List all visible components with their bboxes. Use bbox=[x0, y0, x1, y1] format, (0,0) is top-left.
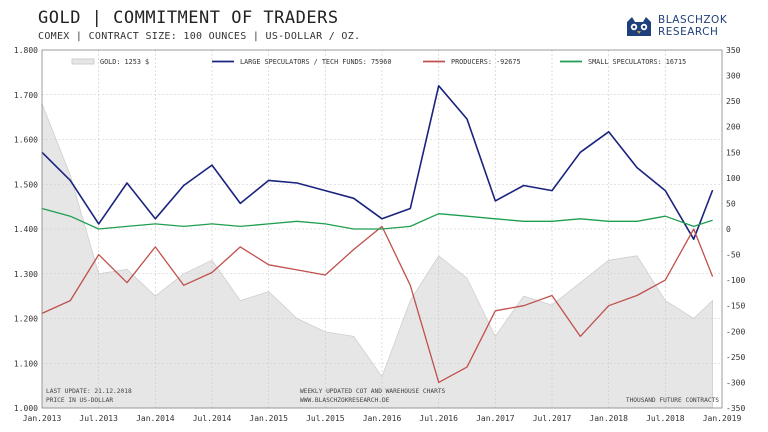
y-left-tick-label: 1.500 bbox=[14, 180, 38, 189]
y-right-tick-label: 250 bbox=[726, 97, 741, 106]
gold-price-area-layer bbox=[41, 103, 714, 409]
y-left-tick-label: 1.600 bbox=[14, 136, 38, 145]
y-left-tick-label: 1.200 bbox=[14, 315, 38, 324]
x-tick-label: Jan.2017 bbox=[476, 414, 515, 423]
series-area-gold-price bbox=[41, 103, 714, 409]
y-right-tick-label: -200 bbox=[726, 327, 745, 336]
series-line-3 bbox=[41, 207, 713, 230]
y-right-tick-label: -350 bbox=[726, 404, 745, 413]
series-line-1 bbox=[41, 85, 714, 240]
y-right-tick-label: 100 bbox=[726, 174, 741, 183]
y-right-tick-label: 150 bbox=[726, 148, 741, 157]
y-left-tick-label: 1.300 bbox=[14, 270, 38, 279]
y-right-tick-label: -50 bbox=[726, 251, 741, 260]
y-left-tick-label: 1.400 bbox=[14, 225, 38, 234]
x-tick-label: Jul.2013 bbox=[79, 414, 118, 423]
y-right-tick-label: -100 bbox=[726, 276, 745, 285]
y-right-tick-label: 300 bbox=[726, 72, 741, 81]
x-axis-ticks: Jan.2013 Jul.2013 Jan.2014 Jul.2014 Jan.2015… bbox=[23, 414, 742, 423]
logo-text-line1: BLASCHZOK bbox=[658, 14, 728, 26]
logo-text-line2: RESEARCH bbox=[658, 26, 719, 38]
footer-weekly-note: WEEKLY UPDATED COT AND WAREHOUSE CHARTS bbox=[300, 388, 446, 395]
legend-label-2: PRODUCERS: -92675 bbox=[451, 58, 521, 66]
chart-subtitle: COMEX | CONTRACT SIZE: 100 OUNCES | US-D… bbox=[38, 31, 361, 42]
chart-title: GOLD | COMMITMENT OF TRADERS bbox=[38, 8, 339, 28]
legend: GOLD: 1253 $ LARGE SPECULATORS / TECH FUN… bbox=[71, 58, 686, 66]
legend-swatch-gold bbox=[71, 58, 95, 65]
x-tick-label: Jan.2018 bbox=[589, 414, 628, 423]
x-tick-label: Jul.2017 bbox=[533, 414, 572, 423]
y-right-tick-label: -150 bbox=[726, 302, 745, 311]
y-right-tick-label: 200 bbox=[726, 123, 741, 132]
x-tick-label: Jan.2015 bbox=[249, 414, 288, 423]
y-right-tick-label: 0 bbox=[726, 225, 731, 234]
y-right-tick-label: 50 bbox=[726, 199, 736, 208]
y-left-tick-label: 1.800 bbox=[14, 46, 38, 55]
plot-frame bbox=[41, 49, 723, 409]
x-tick-label: Jan.2016 bbox=[363, 414, 402, 423]
x-tick-label: Jul.2018 bbox=[646, 414, 685, 423]
x-tick-label: Jan.2019 bbox=[703, 414, 742, 423]
brand-logo: BLASCHZOK RESEARCH bbox=[625, 12, 735, 40]
footer-last-update: LAST UPDATE: 21.12.2018 bbox=[46, 388, 132, 395]
y-right-tick-label: 350 bbox=[726, 46, 741, 55]
series-lines bbox=[41, 85, 714, 384]
y-right-tick-label: -250 bbox=[726, 353, 745, 362]
series-line-2 bbox=[41, 225, 714, 384]
left-axis-ticks: 1.000 1.100 1.200 1.300 1.400 1.500 1.600 1.700… bbox=[14, 46, 38, 413]
y-left-tick-label: 1.000 bbox=[14, 404, 38, 413]
x-tick-label: Jul.2016 bbox=[419, 414, 458, 423]
x-tick-label: Jan.2014 bbox=[136, 414, 175, 423]
right-axis-ticks: 350 300 250 200 150 100 50 0 -50 -100 -150 -200 -250… bbox=[726, 46, 745, 413]
x-tick-label: Jul.2015 bbox=[306, 414, 345, 423]
footer-website: WWW.BLASCHZOKRESEARCH.DE bbox=[300, 397, 390, 404]
legend-label-3: SMALL SPECULATORS: 16715 bbox=[588, 58, 686, 66]
y-left-tick-label: 1.100 bbox=[14, 359, 38, 368]
y-left-tick-label: 1.700 bbox=[14, 91, 38, 100]
footer-price-note: PRICE IN US-DOLLAR bbox=[46, 397, 113, 404]
x-tick-label: Jul.2014 bbox=[193, 414, 232, 423]
y-right-tick-label: -300 bbox=[726, 378, 745, 387]
legend-label-1: LARGE SPECULATORS / TECH FUNDS: 75960 bbox=[240, 58, 391, 66]
footer-unit-note: THOUSAND FUTURE CONTRACTS bbox=[626, 397, 719, 404]
legend-label-0: GOLD: 1253 $ bbox=[100, 58, 149, 66]
x-tick-label: Jan.2013 bbox=[23, 414, 62, 423]
owl-logo-icon bbox=[627, 17, 651, 36]
